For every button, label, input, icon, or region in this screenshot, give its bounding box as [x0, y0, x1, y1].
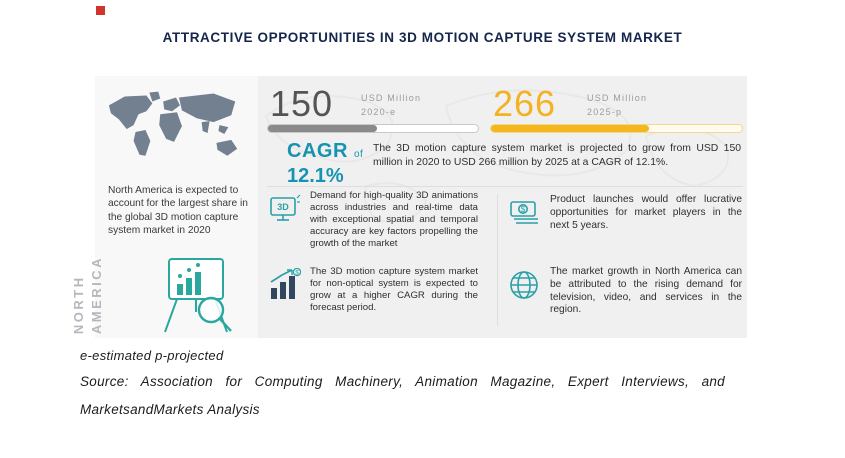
stat-2020-value: 150 [270, 83, 334, 124]
cagr-label: CAGR [287, 140, 348, 162]
bar-2025 [490, 124, 743, 133]
svg-text:$: $ [521, 205, 526, 214]
growth-chart-icon: $ [270, 268, 301, 299]
bullet-text: The market growth in North America can b… [550, 266, 742, 316]
world-map-icon [108, 91, 238, 156]
cagr-block: CAGR of 12.1% [287, 140, 363, 188]
stat-2020-unit-label: USD Million [361, 93, 422, 103]
main-panel: North America is expected to account for… [71, 76, 747, 338]
footnote-legend: e-estimated p-projected [80, 348, 224, 363]
market-analysis-illustration [164, 258, 232, 333]
svg-text:$: $ [295, 271, 299, 277]
bar-2020 [267, 124, 479, 133]
brand-mark [96, 6, 105, 15]
money-opportunity-icon: $ [510, 201, 538, 224]
stat-2020-unit: USD Million 2020-e [361, 92, 421, 119]
page-title: ATTRACTIVE OPPORTUNITIES IN 3D MOTION CA… [162, 30, 683, 45]
region-vertical-label: NORTH AMERICA [70, 255, 104, 334]
3d-animation-quality-icon: 3D [270, 194, 301, 221]
footnote-source: Source: Association for Computing Machin… [80, 374, 725, 417]
stat-2025-year: 2025-p [587, 106, 623, 117]
bullet-text: Demand for high-quality 3D animations ac… [310, 190, 478, 249]
vertical-divider [497, 194, 498, 326]
stat-2025-unit-label: USD Million [587, 93, 648, 103]
cagr-value: 12.1% [287, 165, 344, 187]
bullet-text: Product launches would offer lucrative o… [550, 194, 742, 231]
stat-2025-unit: USD Million 2025-p [587, 92, 647, 119]
projection-text: The 3D motion capture system market is p… [373, 143, 741, 168]
bar-2025-fill [491, 125, 650, 132]
bullet-text: The 3D motion capture system market for … [310, 266, 478, 313]
horizontal-divider [267, 186, 743, 187]
bar-2020-fill [268, 125, 378, 132]
stat-2020-year: 2020-e [361, 106, 397, 117]
globe-icon [510, 271, 538, 299]
stat-2025-value: 266 [493, 83, 557, 124]
region-highlight-text: North America is expected to account for… [108, 185, 248, 236]
cagr-of: of [353, 149, 364, 160]
svg-text:3D: 3D [277, 202, 289, 212]
region-card: North America is expected to account for… [71, 76, 258, 338]
